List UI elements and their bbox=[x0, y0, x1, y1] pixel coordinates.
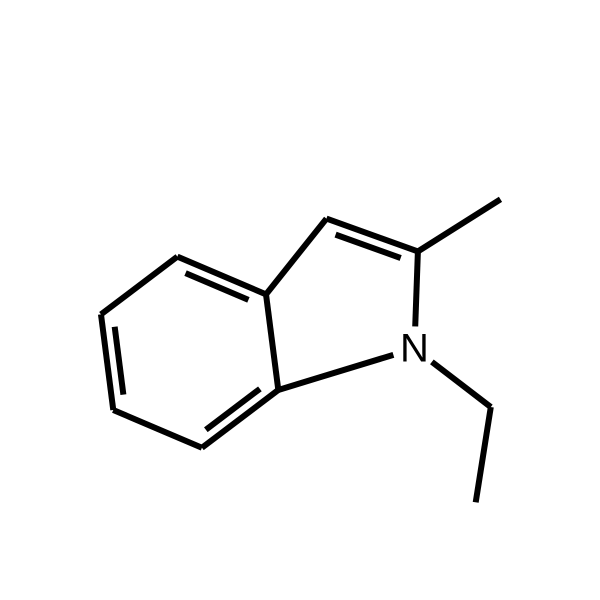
atom-label: N bbox=[400, 326, 429, 370]
molecule-diagram: N bbox=[0, 0, 600, 600]
